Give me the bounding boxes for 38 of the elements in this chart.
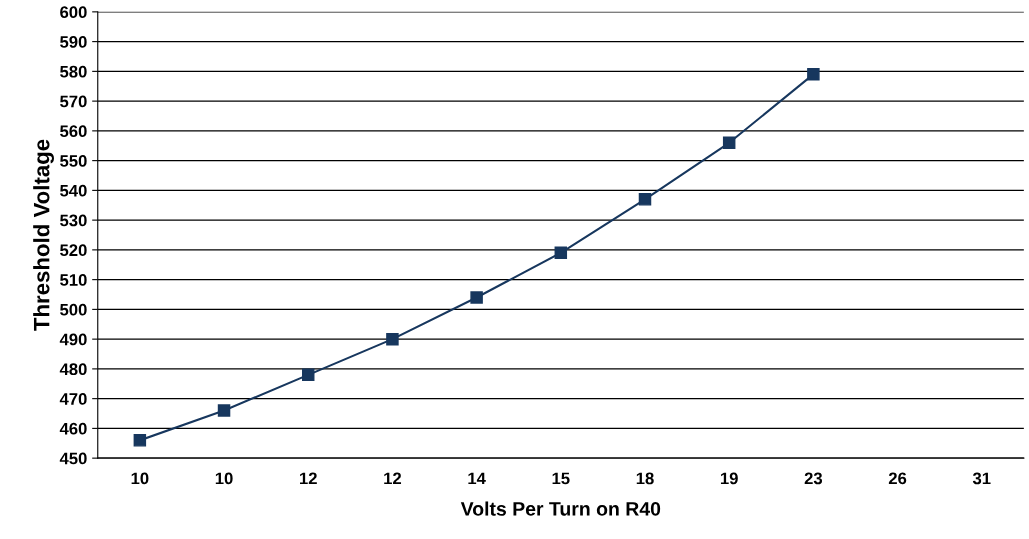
x-tick-label: 18 (636, 472, 654, 485)
y-tick-label: 580 (60, 65, 87, 78)
y-tick-label: 480 (59, 363, 87, 376)
x-axis-title: Volts Per Turn on R40 (460, 501, 661, 516)
point (638, 193, 652, 206)
y-tick-label: 460 (59, 422, 87, 435)
y-tick-label: 590 (60, 36, 87, 48)
y-tick-label: 470 (59, 393, 87, 405)
y-tick-label: 530 (60, 214, 87, 227)
y-tick-label: 540 (60, 184, 87, 197)
point (217, 404, 231, 417)
x-tick-label: 12 (384, 472, 402, 485)
y-tick-label: 490 (59, 333, 87, 346)
x-tick-label: 19 (720, 472, 738, 485)
point (386, 332, 399, 346)
point (301, 368, 315, 382)
x-tick-label: 23 (804, 472, 823, 485)
y-tick-label: 500 (60, 303, 87, 316)
point (722, 136, 736, 150)
y-tick-label: 600 (60, 6, 87, 19)
y-tick-label: 520 (60, 244, 87, 257)
point (133, 434, 147, 447)
y-tick-label: 510 (60, 274, 87, 286)
x-tick-label: 31 (972, 472, 991, 485)
x-tick-label: 26 (888, 472, 907, 485)
y-tick-label: 550 (60, 155, 87, 167)
point (554, 246, 568, 260)
y-tick-label: 570 (60, 95, 87, 108)
y-tick-label: 450 (59, 452, 87, 465)
x-tick-label: 15 (552, 472, 570, 485)
x-tick-label: 12 (300, 472, 317, 485)
y-axis-title: Threshold Voltage (33, 139, 54, 331)
x-tick-label: 14 (468, 472, 486, 485)
x-tick-label: 10 (215, 472, 233, 485)
y-tick-label: 560 (60, 125, 87, 138)
point (470, 291, 483, 304)
x-tick-label: 10 (131, 472, 149, 485)
point (807, 68, 820, 81)
